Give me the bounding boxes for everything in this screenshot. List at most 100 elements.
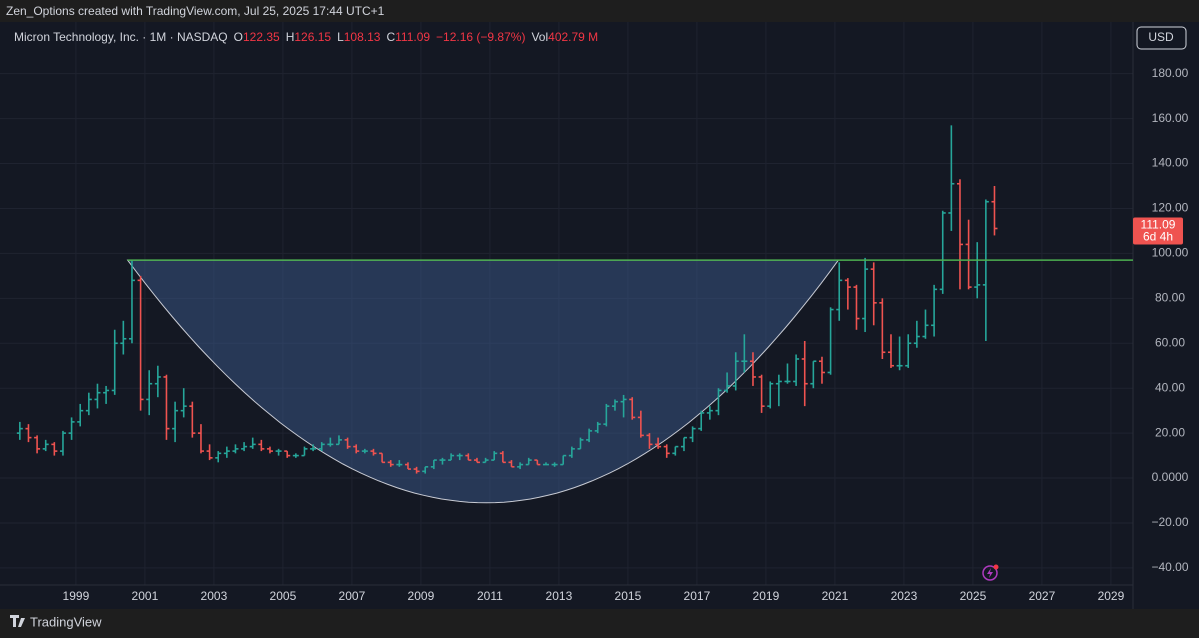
o-label: O [234,30,243,44]
ohlc-bar [473,457,480,464]
icon-ring [982,565,998,581]
ohlc-bar [137,275,144,411]
x-tick-label: 2001 [132,589,159,603]
ohlc-bar [741,334,748,373]
x-tick-label: 1999 [63,589,90,603]
chart-background [0,22,1199,609]
h-value: 126.15 [294,30,331,44]
ohlc-bar [568,446,575,458]
credit: Zen_Options created with TradingView.com… [6,4,385,18]
ohlc-bar [197,424,204,454]
ohlc-bar [879,298,886,359]
ohlc-bar [931,284,938,337]
ohlc-bar [491,451,498,461]
ohlc-bar [465,453,472,461]
ohlc-bar [16,421,23,440]
ohlc-bar [637,410,644,438]
currency-button[interactable] [1136,26,1187,50]
ohlc-bar [982,199,989,342]
ohlc-bar [318,442,325,452]
ohlc-bar [620,394,627,418]
ohlc-bar [870,262,877,326]
x-tick-label: 2011 [477,589,503,603]
brand: TradingView [30,614,102,629]
y-tick-label: 100.00 [1152,246,1189,260]
ohlc-bar [603,403,610,427]
ohlc-bar [404,462,411,470]
ohlc-bar [94,383,101,409]
ohlc-bar [922,309,929,339]
ohlc-bar [775,374,782,407]
ohlc-bar [810,360,817,389]
top-bar [0,0,1199,22]
ohlc-bar [844,278,851,310]
y-tick-label: 80.00 [1155,291,1185,305]
ohlc-bar [258,439,265,452]
ohlc-bar [793,354,800,386]
ohlc-bar [292,453,299,458]
x-tick-label: 2019 [753,589,780,603]
ohlc-bar [724,372,731,393]
y-tick-label: 120.00 [1152,201,1189,215]
alert-icon[interactable] [982,564,999,581]
y-tick-label: 40.00 [1155,380,1185,394]
ohlc-bar [991,186,998,236]
ohlc-bar [275,448,282,456]
currency[interactable]: USD [1148,30,1174,44]
x-tick-label: 2029 [1098,589,1125,603]
ohlc-bar [370,448,377,456]
c-value: 111.09 [395,30,430,44]
ohlc-bar [965,219,972,290]
ohlc-bar [818,356,825,384]
y-tick-label: −20.00 [1151,515,1188,529]
h-label: H [286,30,295,44]
ohlc-bar [103,385,110,404]
ohlc-bar [59,430,66,456]
symbol: Micron Technology, Inc. · 1M · NASDAQ [14,30,228,44]
x-tick-label: 2005 [270,589,297,603]
ohlc-bar [163,374,170,440]
ohlc-bar [956,179,963,290]
ohlc-bar [758,374,765,413]
ohlc-bar [215,451,222,463]
ohlc-bar [327,437,334,447]
l-label: L [337,30,344,44]
ohlc-bar [508,460,515,468]
ohlc-bar [396,460,403,467]
ohlc-bar [128,260,135,344]
ohlc-bar [241,442,248,452]
ohlc-bar [948,125,955,231]
ohlc-bar [517,462,524,470]
y-tick-label: 160.00 [1152,111,1189,125]
ohlc-bar [577,437,584,450]
ohlc-bar [767,381,774,409]
ohlc-bar [887,334,894,368]
x-tick-label: 2007 [339,589,366,603]
icon-bolt [987,568,993,578]
ohlc-bar [120,320,127,355]
ohlc-bar [34,435,41,454]
ohlc-bar [749,352,756,386]
ohlc-bar [353,444,360,454]
x-tick-label: 2025 [960,589,987,603]
ohlc-bar [655,437,662,449]
ohlc-bar [706,406,713,420]
cup [126,259,840,504]
ohlc-bar [430,459,437,470]
x-tick-label: 2009 [408,589,435,603]
price-tag-countdown: 6d 4h [1143,230,1173,244]
ohlc-bar [896,336,903,371]
price-tag [1133,217,1183,245]
ohlc-bar [172,401,179,443]
change: −12.16 (−9.87%) [436,30,525,44]
ohlc-bar [456,453,463,461]
ohlc-bar [439,457,446,465]
ohlc-bar [206,444,213,461]
l-value: 108.13 [344,30,381,44]
ohlc-bar [77,403,84,427]
ohlc-bar [939,210,946,294]
ohlc-bar [284,450,291,458]
y-tick-label: −40.00 [1151,560,1188,574]
ohlc-bar [25,424,32,443]
